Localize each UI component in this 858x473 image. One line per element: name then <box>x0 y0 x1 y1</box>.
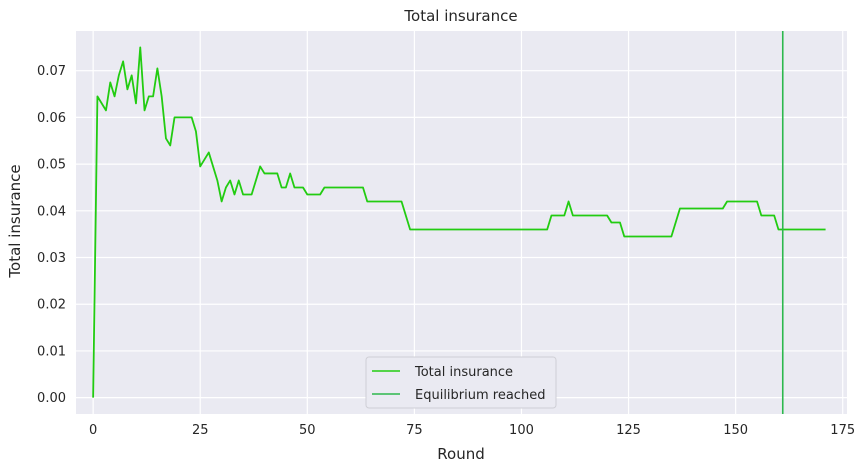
x-tick-label: 150 <box>723 423 748 438</box>
series-layer <box>92 31 826 414</box>
x-tick-label: 0 <box>89 423 97 438</box>
x-tick-label: 100 <box>509 423 534 438</box>
y-tick-labels: 0.00 0.01 0.02 0.03 0.04 0.05 0.06 0.07 <box>37 64 66 406</box>
chart-title: Total insurance <box>403 7 517 25</box>
plot-background <box>76 31 847 414</box>
x-tick-label: 125 <box>616 423 641 438</box>
y-tick-label: 0.06 <box>37 111 66 126</box>
x-tick-label: 175 <box>830 423 855 438</box>
x-tick-labels: 0 25 50 75 100 125 150 175 <box>89 423 855 438</box>
legend-label-equilibrium: Equilibrium reached <box>415 388 545 403</box>
y-tick-label: 0.04 <box>37 204 66 219</box>
x-tick-label: 75 <box>406 423 423 438</box>
series-line-total-insurance <box>92 46 826 398</box>
y-tick-label: 0.07 <box>37 64 66 79</box>
legend: Total insurance Equilibrium reached <box>365 356 557 409</box>
y-tick-label: 0.00 <box>37 391 66 406</box>
x-tick-label: 50 <box>299 423 316 438</box>
y-tick-label: 0.05 <box>37 158 66 173</box>
grid-lines <box>76 31 847 414</box>
y-axis-label: Total insurance <box>6 164 24 278</box>
y-tick-label: 0.02 <box>37 298 66 313</box>
y-tick-label: 0.03 <box>37 251 66 266</box>
y-tick-label: 0.01 <box>37 344 66 359</box>
legend-label-total-insurance: Total insurance <box>414 365 513 380</box>
x-axis-label: Round <box>437 445 484 463</box>
x-tick-label: 25 <box>192 423 209 438</box>
legend-box <box>365 356 557 409</box>
